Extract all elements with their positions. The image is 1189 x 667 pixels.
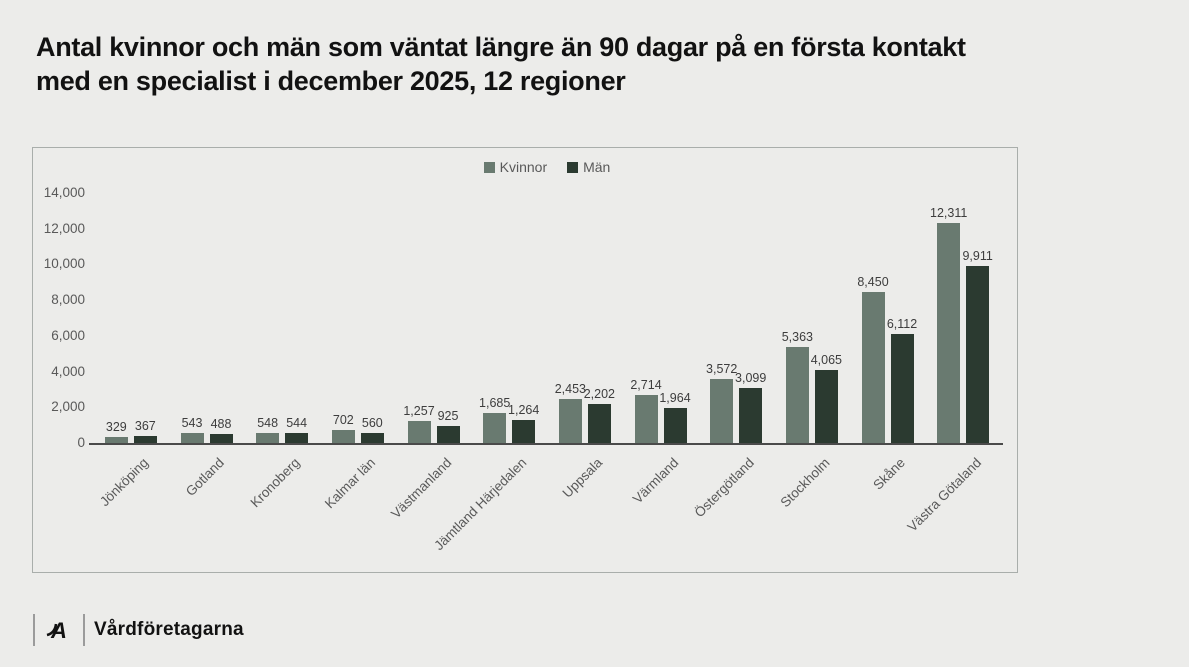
bar-value-label: 544 [286,416,308,430]
bar-value-label: 367 [134,419,156,433]
page-title-line1: Antal kvinnor och män som väntat längre … [36,32,966,62]
page-title: Antal kvinnor och män som väntat längre … [36,30,1146,98]
bar-value-label: 1,257 [403,404,435,418]
bar-value-label: 1,685 [479,396,511,410]
bar-man [890,334,914,443]
bar-kvinnor [256,433,280,443]
bar-man [663,408,687,443]
y-axis-tick-label: 12,000 [43,220,85,236]
bar-value-label: 9,911 [962,249,993,263]
bar-kvinnor [407,421,431,443]
bar-value-label: 548 [257,416,279,430]
bar-man [360,433,384,443]
bar-kvinnor [785,347,809,443]
bar-value-label: 3,099 [735,371,767,385]
bar-man [285,433,309,443]
bar-value-label: 4,065 [810,353,842,367]
bar-value-label: 6,112 [886,317,918,331]
bar-kvinnor [710,379,734,443]
footer-divider-right [83,614,85,646]
y-axis-tick-label: 8,000 [51,292,85,308]
legend-swatch-kvinnor-icon [483,161,495,173]
bar-kvinnor [331,430,355,443]
bar-value-label: 925 [437,409,459,423]
footer-divider-left [33,614,35,646]
bar-kvinnor [104,437,128,443]
bar-value-label: 1,264 [508,403,540,417]
page-title-line2: med en specialist i december 2025, 12 re… [36,66,626,96]
bar-man [512,420,536,443]
bar-value-label: 2,202 [583,387,615,401]
y-axis-tick-label: 6,000 [51,327,85,343]
bar-man [436,426,460,443]
bar-kvinnor [558,399,582,443]
legend-label-man: Män [583,159,611,175]
bar-man [814,370,838,443]
bar-value-label: 8,450 [857,275,889,289]
bar-value-label: 543 [181,416,203,430]
bar-value-label: 560 [361,416,383,430]
y-axis-tick-label: 14,000 [43,185,85,200]
plot-area: 329 367 543 488 548 544 702 560 1,257 925 1,685 1,2… [93,193,1001,443]
bar-value-label: 488 [210,417,232,431]
legend-swatch-man-icon [567,161,579,173]
bar-value-label: 5,363 [781,330,813,344]
bar-man [209,434,233,443]
bar-man [966,266,990,443]
y-axis-tick-label: 2,000 [51,399,85,415]
legend-item-man: Män [567,159,610,175]
bar-value-label: 329 [105,420,127,434]
x-axis-line [89,443,1003,445]
bar-man [587,404,611,443]
bar-man [739,388,763,443]
legend-label-kvinnor: Kvinnor [499,159,548,175]
bar-kvinnor [180,433,204,443]
y-axis-tick-label: 4,000 [51,363,85,379]
bar-value-label: 2,714 [630,378,662,392]
bar-kvinnor [861,292,885,443]
bar-value-label: 1,964 [659,391,691,405]
bar-kvinnor [937,223,961,443]
bar-value-label: 2,453 [554,382,586,396]
bar-kvinnor [483,413,507,443]
svg-text:A: A [50,618,67,642]
almega-logo-icon: A [46,618,67,642]
bar-value-label: 12,311 [930,206,968,220]
legend-item-kvinnor: Kvinnor [483,159,548,175]
bar-man [133,436,157,443]
bar-kvinnor [634,395,658,443]
bar-value-label: 3,572 [706,362,738,376]
y-axis-tick-label: 10,000 [43,256,85,272]
y-axis-tick-label: 0 [77,435,85,450]
bar-value-label: 702 [332,413,354,427]
chart-panel: Kvinnor Män 329 367 543 488 548 544 702 560 1,25… [32,147,1018,573]
chart-legend: Kvinnor Män [93,159,1001,175]
brand-name: Vårdföretagarna [94,619,244,640]
footer-brand: A Vårdföretagarna [33,610,244,650]
